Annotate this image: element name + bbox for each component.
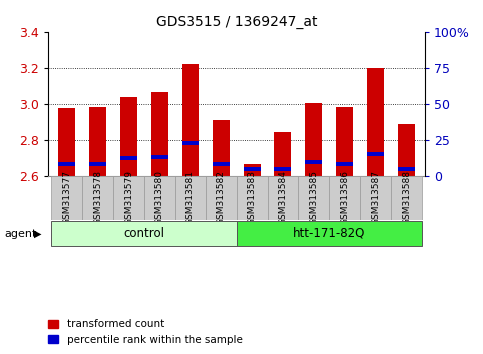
Bar <box>274 167 291 171</box>
Bar <box>391 176 422 219</box>
Text: GSM313588: GSM313588 <box>402 170 411 225</box>
Text: GSM313577: GSM313577 <box>62 170 71 225</box>
Text: GSM313585: GSM313585 <box>310 170 318 225</box>
Bar <box>237 221 422 246</box>
Bar <box>51 221 237 246</box>
Text: GSM313584: GSM313584 <box>279 170 287 225</box>
Bar <box>268 176 298 219</box>
Bar <box>336 162 353 166</box>
Bar <box>305 160 322 164</box>
Bar <box>213 120 230 176</box>
Bar <box>298 176 329 219</box>
Text: GSM313580: GSM313580 <box>155 170 164 225</box>
Text: GSM313587: GSM313587 <box>371 170 380 225</box>
Bar <box>243 167 261 171</box>
Bar <box>51 176 82 219</box>
Bar <box>182 141 199 145</box>
Bar <box>58 108 75 176</box>
Bar <box>329 176 360 219</box>
Title: GDS3515 / 1369247_at: GDS3515 / 1369247_at <box>156 16 317 29</box>
Bar <box>305 103 322 176</box>
Bar <box>367 152 384 156</box>
Bar <box>144 176 175 219</box>
Text: GSM313582: GSM313582 <box>217 170 226 225</box>
Text: htt-171-82Q: htt-171-82Q <box>293 227 366 240</box>
Text: GSM313578: GSM313578 <box>93 170 102 225</box>
Bar <box>367 68 384 176</box>
Text: agent: agent <box>5 229 37 239</box>
Bar <box>120 97 137 176</box>
Text: GSM313581: GSM313581 <box>186 170 195 225</box>
Bar <box>237 176 268 219</box>
Text: GSM313583: GSM313583 <box>248 170 256 225</box>
Bar <box>58 162 75 166</box>
Bar <box>120 156 137 160</box>
Bar <box>398 124 415 176</box>
Bar <box>82 176 113 219</box>
Text: control: control <box>124 227 165 240</box>
Bar <box>89 162 106 166</box>
Bar <box>151 92 168 176</box>
Bar <box>175 176 206 219</box>
Bar <box>213 162 230 166</box>
Bar <box>89 108 106 176</box>
Text: GSM313579: GSM313579 <box>124 170 133 225</box>
Bar <box>336 107 353 176</box>
Text: GSM313586: GSM313586 <box>340 170 349 225</box>
Bar <box>182 64 199 176</box>
Bar <box>274 132 291 176</box>
Legend: transformed count, percentile rank within the sample: transformed count, percentile rank withi… <box>44 315 247 349</box>
Text: ▶: ▶ <box>34 229 42 239</box>
Bar <box>398 167 415 171</box>
Bar <box>243 164 261 176</box>
Bar <box>151 155 168 159</box>
Bar <box>360 176 391 219</box>
Bar <box>206 176 237 219</box>
Bar <box>113 176 144 219</box>
